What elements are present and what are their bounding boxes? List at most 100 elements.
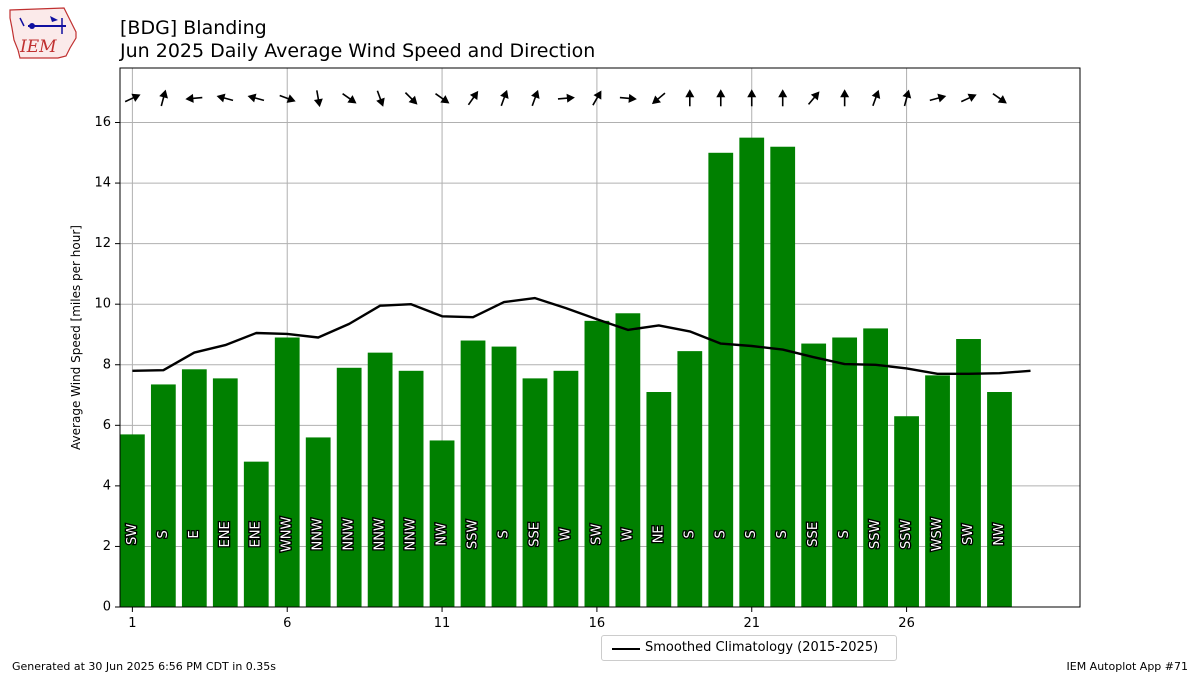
- wind-arrow-day-14: [531, 89, 540, 107]
- direction-label-day-17: W: [620, 528, 635, 541]
- y-tick-label: 16: [94, 115, 111, 130]
- wind-arrow-day-15: [557, 93, 575, 103]
- direction-label-day-3: E: [187, 530, 202, 538]
- direction-label-day-21: S: [744, 530, 759, 538]
- y-tick-label: 2: [103, 539, 111, 554]
- wind-arrow-day-27: [929, 93, 947, 103]
- direction-label-day-13: S: [497, 530, 512, 538]
- direction-label-day-16: SW: [589, 524, 604, 545]
- wind-arrow-day-9: [376, 90, 385, 107]
- wind-arrow-day-4: [216, 93, 234, 103]
- y-tick-label: 12: [94, 236, 111, 251]
- direction-label-day-18: NE: [651, 525, 666, 543]
- direction-label-day-15: W: [558, 528, 573, 541]
- bar-day-19: [677, 351, 703, 607]
- direction-label-day-4: ENE: [218, 521, 233, 547]
- direction-label-day-5: ENE: [249, 521, 264, 547]
- wind-arrow-day-28: [960, 93, 977, 103]
- direction-label-day-2: S: [156, 530, 171, 538]
- direction-label-day-14: SSE: [527, 522, 542, 547]
- wind-arrow-day-26: [902, 89, 912, 107]
- direction-label-day-24: S: [837, 530, 852, 538]
- x-axis: 1 6 11 16 21 26: [128, 607, 915, 631]
- wind-arrow-day-29: [992, 93, 1007, 104]
- generated-timestamp: Generated at 30 Jun 2025 6:56 PM CDT in …: [12, 660, 277, 673]
- bar-day-7: [305, 437, 331, 607]
- bar-day-27: [925, 375, 950, 607]
- y-axis-label: Average Wind Speed [miles per hour]: [69, 225, 83, 450]
- bar-day-26: [894, 416, 919, 607]
- bar-day-18: [646, 392, 672, 607]
- direction-label-day-8: NNW: [342, 518, 357, 550]
- legend: Smoothed Climatology (2015-2025): [601, 635, 897, 661]
- bar-day-13: [491, 346, 517, 607]
- wind-arrow-day-21: [747, 89, 757, 107]
- x-tick-label: 6: [283, 616, 291, 631]
- bar-day-1: [120, 434, 145, 607]
- plot-frame: [119, 67, 1081, 608]
- legend-label: Smoothed Climatology (2015-2025): [645, 640, 879, 655]
- wind-arrow-day-1: [124, 93, 141, 103]
- bar-day-4: [212, 378, 238, 607]
- bar-day-28: [956, 339, 981, 607]
- bar-day-2: [150, 384, 176, 607]
- x-tick-label: 21: [743, 616, 760, 631]
- bar-day-20: [708, 152, 734, 608]
- wind-arrow-day-12: [467, 90, 479, 106]
- iem-logo: IEM: [6, 4, 82, 60]
- wind-arrow-day-16: [592, 90, 602, 106]
- wind-arrow-day-2: [159, 89, 168, 107]
- bar-day-6: [274, 337, 300, 607]
- x-tick-label: 1: [128, 616, 136, 631]
- climatology-series: [132, 296, 1031, 375]
- bar-day-16: [584, 320, 610, 607]
- direction-arrows: [124, 89, 1007, 108]
- wind-arrow-day-10: [404, 92, 418, 105]
- x-tick-label: 26: [898, 616, 915, 631]
- chart-title-description: Jun 2025 Daily Average Wind Speed and Di…: [120, 40, 596, 62]
- wind-arrow-day-18: [651, 92, 666, 105]
- direction-label-day-25: SSW: [868, 520, 883, 550]
- bar-day-11: [429, 440, 455, 607]
- direction-label-day-9: NNW: [373, 518, 388, 550]
- y-tick-label: 10: [94, 297, 111, 312]
- bar-day-25: [863, 328, 888, 607]
- wind-arrow-day-19: [685, 89, 695, 107]
- direction-labels: SW S E ENE ENE WNW NNW NNW NNW NNW NW SSW S SSE W SW W NE…: [124, 515, 1009, 553]
- bar-series: [120, 137, 1012, 608]
- climatology-line: [132, 296, 1031, 375]
- y-tick-label: 8: [103, 357, 111, 372]
- legend-line-swatch: [612, 648, 640, 650]
- direction-label-day-12: SSW: [466, 520, 481, 550]
- direction-label-day-1: SW: [125, 524, 140, 545]
- wind-arrow-day-20: [716, 89, 726, 107]
- wind-arrow-day-3: [185, 93, 203, 103]
- direction-label-day-27: WSW: [930, 517, 945, 551]
- wind-arrow-day-24: [840, 89, 850, 107]
- bar-day-15: [553, 370, 579, 607]
- wind-arrow-day-8: [342, 93, 357, 104]
- bar-day-5: [243, 461, 269, 607]
- direction-label-day-23: SSE: [806, 522, 821, 547]
- wind-arrow-day-7: [313, 90, 323, 108]
- bar-day-17: [615, 313, 641, 607]
- bar-day-12: [460, 340, 486, 607]
- bar-day-24: [832, 337, 858, 607]
- y-tick-label: 0: [103, 600, 111, 615]
- y-tick-label: 6: [103, 418, 111, 433]
- x-tick-label: 16: [589, 616, 606, 631]
- svg-text:IEM: IEM: [19, 37, 57, 57]
- y-axis: 0 2 4 6 8 10 12 14 16: [94, 115, 120, 615]
- wind-arrow-day-23: [807, 91, 820, 105]
- direction-label-day-29: NW: [992, 523, 1007, 546]
- direction-label-day-19: S: [682, 530, 697, 538]
- bar-day-22: [770, 146, 796, 607]
- direction-label-day-28: SW: [961, 524, 976, 545]
- direction-label-day-7: NNW: [311, 518, 326, 550]
- bar-day-9: [367, 352, 393, 607]
- y-tick-label: 14: [94, 176, 111, 191]
- wind-arrow-day-17: [619, 93, 637, 103]
- direction-label-day-6: WNW: [280, 516, 295, 552]
- wind-arrow-day-22: [778, 89, 788, 107]
